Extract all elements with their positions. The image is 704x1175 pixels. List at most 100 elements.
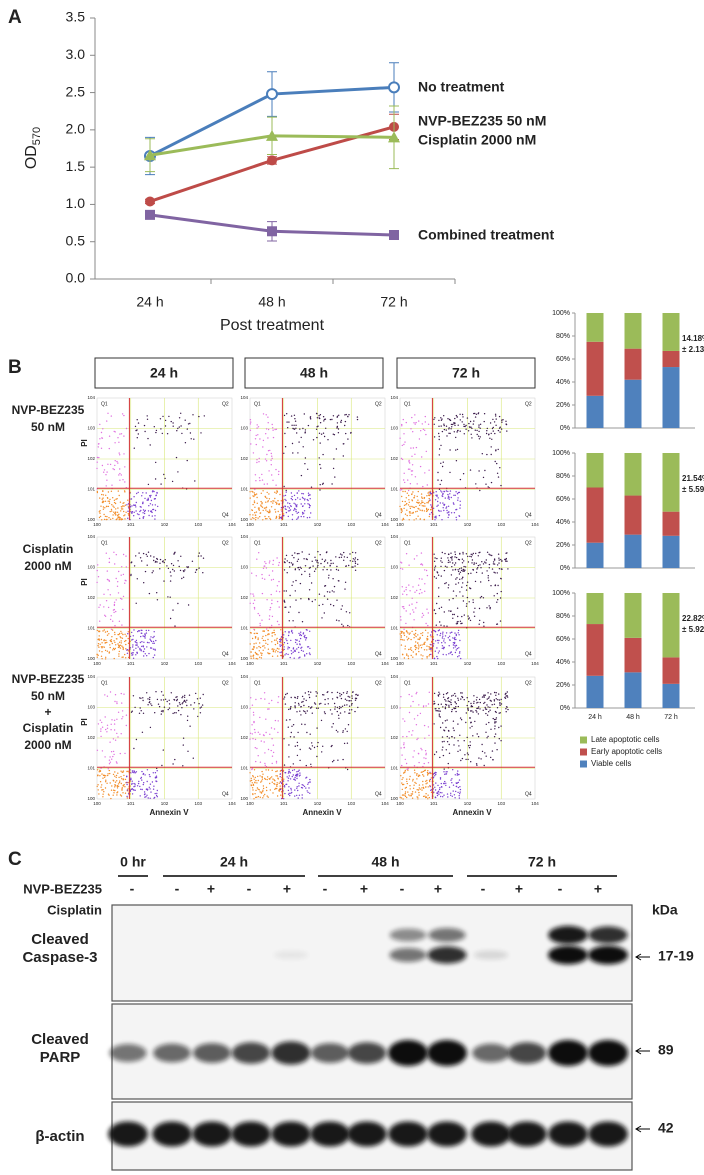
flow-event [311, 745, 314, 747]
flow-event [406, 502, 408, 505]
flow-event [103, 646, 106, 648]
quadrant-label: Q4 [375, 512, 382, 518]
y-tick-label: 101 [390, 766, 398, 771]
flow-event [260, 500, 262, 503]
quadrant-label: Q2 [375, 680, 382, 686]
flow-event [135, 639, 138, 642]
flow-event [417, 752, 420, 755]
flow-event [435, 515, 437, 517]
flow-event [176, 699, 178, 702]
flow-event [436, 495, 438, 497]
flow-event [306, 646, 309, 648]
flow-event [459, 793, 461, 795]
blot-band [389, 928, 427, 942]
flow-event [412, 506, 414, 508]
flow-event [114, 464, 116, 467]
flow-event [452, 727, 454, 729]
flow-event [480, 595, 483, 598]
flow-event [140, 788, 142, 790]
flow-event [466, 752, 469, 754]
flow-event [276, 782, 278, 784]
flow-event [253, 632, 255, 635]
flow-event [155, 794, 158, 797]
flow-event [415, 724, 418, 726]
flow-event [505, 557, 507, 560]
flow-event [265, 428, 268, 430]
flow-event [108, 651, 111, 653]
quadrant-label: Q1 [404, 401, 411, 407]
flow-event [304, 431, 306, 433]
flow-event [409, 483, 412, 485]
flow-event [149, 503, 152, 505]
flow-event [334, 476, 336, 478]
flow-event [407, 489, 410, 492]
flow-event [295, 424, 297, 426]
flow-event [489, 608, 491, 610]
flow-event [278, 623, 280, 626]
flow-event [312, 565, 314, 567]
flow-event [160, 428, 162, 430]
flow-event [442, 796, 444, 798]
flow-event [119, 517, 121, 519]
flow-event [192, 414, 194, 416]
flow-event [400, 561, 402, 563]
flow-event [498, 559, 500, 561]
flow-event [268, 653, 270, 655]
flow-event [112, 773, 115, 776]
flow-event [164, 477, 166, 480]
flow-event [409, 788, 411, 790]
flow-event [126, 781, 128, 784]
flow-event [441, 465, 444, 468]
x-tick-label: 102 [464, 522, 472, 527]
flow-event [408, 711, 411, 714]
flow-event [262, 773, 264, 775]
flow-event [489, 709, 491, 711]
flow-event [411, 416, 413, 419]
flow-event [118, 452, 120, 454]
flow-event [348, 414, 350, 416]
flow-event [404, 720, 406, 722]
annotation: ± 5.92% [682, 625, 704, 634]
flow-event [99, 510, 101, 512]
flow-event [126, 795, 128, 798]
flow-event [494, 432, 496, 435]
flow-event [404, 769, 406, 772]
flow-event [117, 581, 119, 583]
flow-event [507, 708, 509, 711]
flow-event [455, 491, 457, 493]
flow-event [122, 771, 124, 773]
flow-event [448, 706, 450, 708]
flow-event [250, 777, 252, 780]
flow-event [267, 437, 269, 439]
flow-event [414, 781, 416, 784]
flow-event [156, 698, 159, 701]
flow-event [407, 504, 410, 506]
flow-event [103, 774, 105, 776]
flow-event [402, 718, 404, 720]
flow-event [445, 773, 447, 775]
blot-band [473, 950, 509, 960]
flow-event [336, 425, 339, 428]
lane-sign: - [558, 881, 563, 897]
flow-event [429, 492, 431, 495]
flow-event [114, 785, 117, 787]
flow-event [467, 745, 470, 747]
flow-event [255, 511, 258, 513]
flow-event [130, 498, 133, 500]
flow-event [417, 638, 419, 640]
flow-event [113, 611, 115, 614]
flow-event [422, 485, 424, 488]
flow-event [274, 788, 276, 790]
flow-event [283, 485, 285, 488]
flow-event [278, 580, 280, 583]
flow-event [447, 490, 449, 493]
flow-event [134, 641, 136, 643]
flow-event [435, 751, 438, 753]
flow-event [469, 741, 471, 743]
flow-event [105, 600, 108, 602]
flow-event [443, 638, 445, 640]
flow-event [464, 566, 467, 568]
flow-event [109, 756, 111, 758]
flow-event [498, 562, 500, 564]
flow-event [114, 694, 117, 696]
